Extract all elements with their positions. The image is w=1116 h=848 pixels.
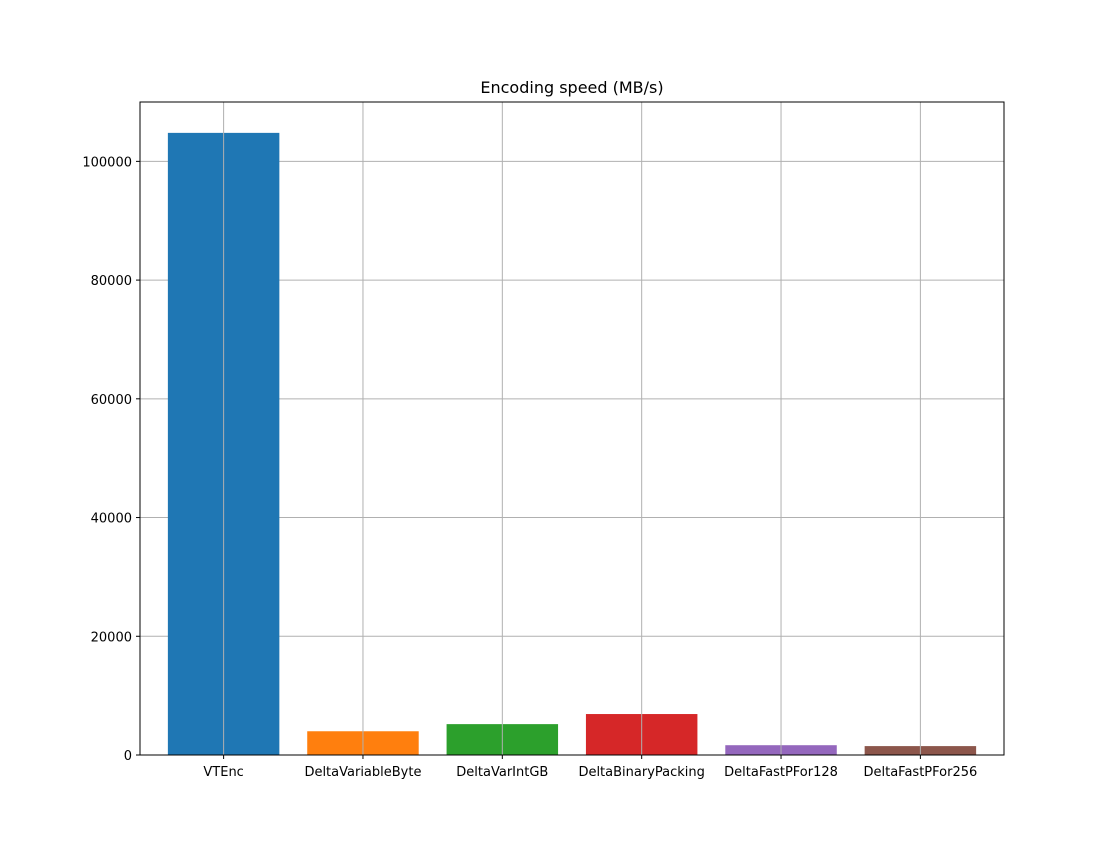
x-axis-ticks: VTEnc DeltaVariableByte DeltaVarIntGB Delta… [203, 755, 977, 780]
plot-frame [139, 101, 1005, 756]
x-tick-label: DeltaVariableByte [304, 765, 421, 780]
chart-title: Encoding speed (MB/s) [480, 78, 663, 97]
x-tick-label: VTEnc [203, 765, 243, 780]
x-tick-label: DeltaFastPFor256 [863, 765, 977, 780]
y-tick-label: 80000 [91, 274, 132, 289]
y-tick-label: 40000 [91, 512, 132, 527]
vertical-grid-lines [223, 102, 921, 755]
y-tick-label: 60000 [91, 393, 132, 408]
y-tick-label: 0 [124, 749, 132, 764]
x-tick-label: DeltaFastPFor128 [724, 765, 838, 780]
x-tick-label: DeltaVarIntGB [456, 765, 548, 780]
x-tick-label: DeltaBinaryPacking [578, 765, 704, 780]
y-axis-ticks: 0 20000 40000 60000 80000 100000 [82, 155, 140, 764]
y-tick-label: 100000 [82, 155, 132, 170]
y-tick-label: 20000 [91, 630, 132, 645]
